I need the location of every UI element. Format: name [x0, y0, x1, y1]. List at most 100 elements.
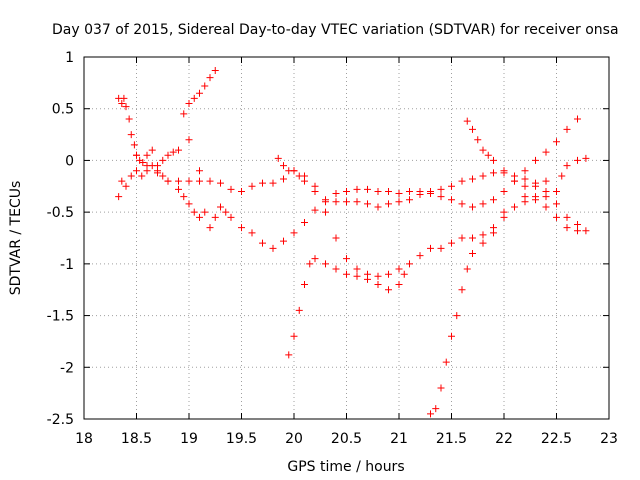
- data-point-arc-a: [238, 187, 245, 195]
- data-point-arc-d: [201, 82, 209, 90]
- data-point-arc-b: [395, 190, 403, 198]
- x-tick-label: 18.5: [121, 431, 152, 447]
- data-point-arc-a: [196, 177, 203, 185]
- data-point-arc-f: [353, 265, 361, 273]
- data-point-arc-b: [311, 206, 319, 214]
- data-point-arc-a: [395, 198, 403, 206]
- data-point-arc-h: [511, 177, 518, 185]
- data-point-arc-b: [500, 187, 508, 195]
- data-point-arc-b: [159, 156, 167, 164]
- data-point-arc-a: [563, 213, 571, 221]
- data-point-arc-a: [343, 198, 350, 206]
- data-point-arc-b: [148, 146, 156, 154]
- data-point-arc-a: [185, 177, 193, 185]
- data-point-arc-d: [180, 110, 188, 118]
- y-tick-label: -2.5: [47, 412, 74, 428]
- data-point-arc-b: [406, 187, 413, 195]
- data-point-arc-f: [437, 244, 445, 252]
- data-point-arc-e: [400, 270, 408, 278]
- data-point-arc-b: [169, 148, 177, 156]
- data-point-arc-b: [125, 115, 133, 123]
- data-point-arc-a: [217, 179, 224, 187]
- data-point-arc-a: [227, 185, 235, 193]
- data-point-arc-a: [448, 182, 455, 190]
- data-point-arc-e: [306, 260, 314, 268]
- data-point-arc-b: [322, 196, 329, 204]
- data-point-arc-h: [500, 167, 508, 175]
- data-point-arc-a: [479, 172, 487, 180]
- data-point-arc-c: [190, 208, 198, 216]
- data-point-arc-c: [143, 162, 151, 170]
- data-point-arc-a: [269, 179, 277, 187]
- data-point-arc-f: [582, 154, 590, 162]
- data-point-arc-e: [343, 270, 350, 278]
- data-point-arc-f: [479, 231, 487, 239]
- x-tick-label: 19.5: [226, 431, 257, 447]
- data-point-arc-f: [395, 265, 403, 273]
- data-point-arc-g: [453, 312, 461, 320]
- data-point-arc-b: [122, 103, 130, 111]
- data-point-arc-f: [290, 167, 298, 175]
- data-point-arc-e: [311, 255, 319, 263]
- data-point-arc-b: [343, 187, 350, 195]
- data-point-arc-e: [295, 306, 303, 314]
- x-tick-label: 21.5: [436, 431, 467, 447]
- data-point-arc-g: [521, 193, 529, 201]
- data-point-arc-g: [511, 203, 518, 211]
- data-point-arc-g: [542, 177, 550, 185]
- data-point-arc-a: [553, 200, 560, 208]
- data-point-arc-f: [332, 234, 340, 242]
- data-point-arc-d: [190, 94, 198, 102]
- data-point-arc-e: [374, 281, 382, 289]
- data-point-arc-a: [115, 193, 123, 201]
- y-tick-label: -0.5: [47, 205, 74, 221]
- data-point-arc-b: [553, 138, 560, 146]
- data-point-arc-b: [479, 200, 487, 208]
- data-point-arc-b: [332, 190, 340, 198]
- data-point-arc-a: [138, 172, 146, 180]
- data-point-arc-b: [227, 213, 235, 221]
- data-point-arc-b: [248, 229, 256, 237]
- data-point-arc-f: [311, 182, 319, 190]
- data-point-arc-e: [353, 272, 361, 280]
- data-point-arc-a: [490, 169, 497, 177]
- data-point-arc-e: [285, 351, 293, 359]
- data-point-arc-h: [490, 156, 497, 164]
- data-point-arc-b: [280, 237, 287, 245]
- data-point-arc-b: [574, 115, 581, 123]
- data-point-arc-f: [385, 270, 392, 278]
- data-point-arc-f: [343, 255, 350, 263]
- data-point-arc-h: [463, 117, 471, 125]
- data-point-arc-h: [469, 125, 476, 133]
- data-point-arc-h: [574, 227, 581, 235]
- data-point-arc-b: [458, 200, 466, 208]
- data-point-arc-c: [133, 151, 140, 159]
- x-tick-label: 22: [495, 431, 513, 447]
- data-point-arc-b: [427, 190, 434, 198]
- data-point-arc-e: [385, 286, 392, 294]
- data-point-arc-a: [582, 227, 590, 235]
- data-point-arc-g: [448, 332, 455, 340]
- data-point-arc-a: [458, 177, 466, 185]
- y-tick-label: -1: [60, 257, 74, 273]
- data-point-arc-g: [437, 384, 445, 392]
- data-point-arc-b: [416, 187, 424, 195]
- data-point-arc-a: [127, 172, 135, 180]
- data-point-arc-a: [437, 185, 445, 193]
- data-point-arc-f: [427, 244, 434, 252]
- data-point-arc-e: [395, 281, 403, 289]
- x-tick-label: 22.5: [541, 431, 572, 447]
- data-point-arc-b: [259, 239, 266, 247]
- data-point-arc-g: [532, 182, 539, 190]
- y-tick-label: 0.5: [52, 102, 74, 118]
- axis-ticks: 18 18.5 19 19.5 20 20.5 21 21.5 22 22.5 23 -2.5 -2 -1…: [47, 50, 618, 447]
- y-tick-label: 1: [65, 50, 74, 66]
- data-point-arc-f: [280, 162, 287, 170]
- data-point-arc-b: [521, 167, 529, 175]
- data-point-arc-g: [469, 250, 476, 258]
- data-point-arc-a: [248, 182, 256, 190]
- data-point-arc-c: [180, 193, 188, 201]
- data-point-arc-d: [196, 89, 203, 97]
- data-point-arc-b: [143, 151, 151, 159]
